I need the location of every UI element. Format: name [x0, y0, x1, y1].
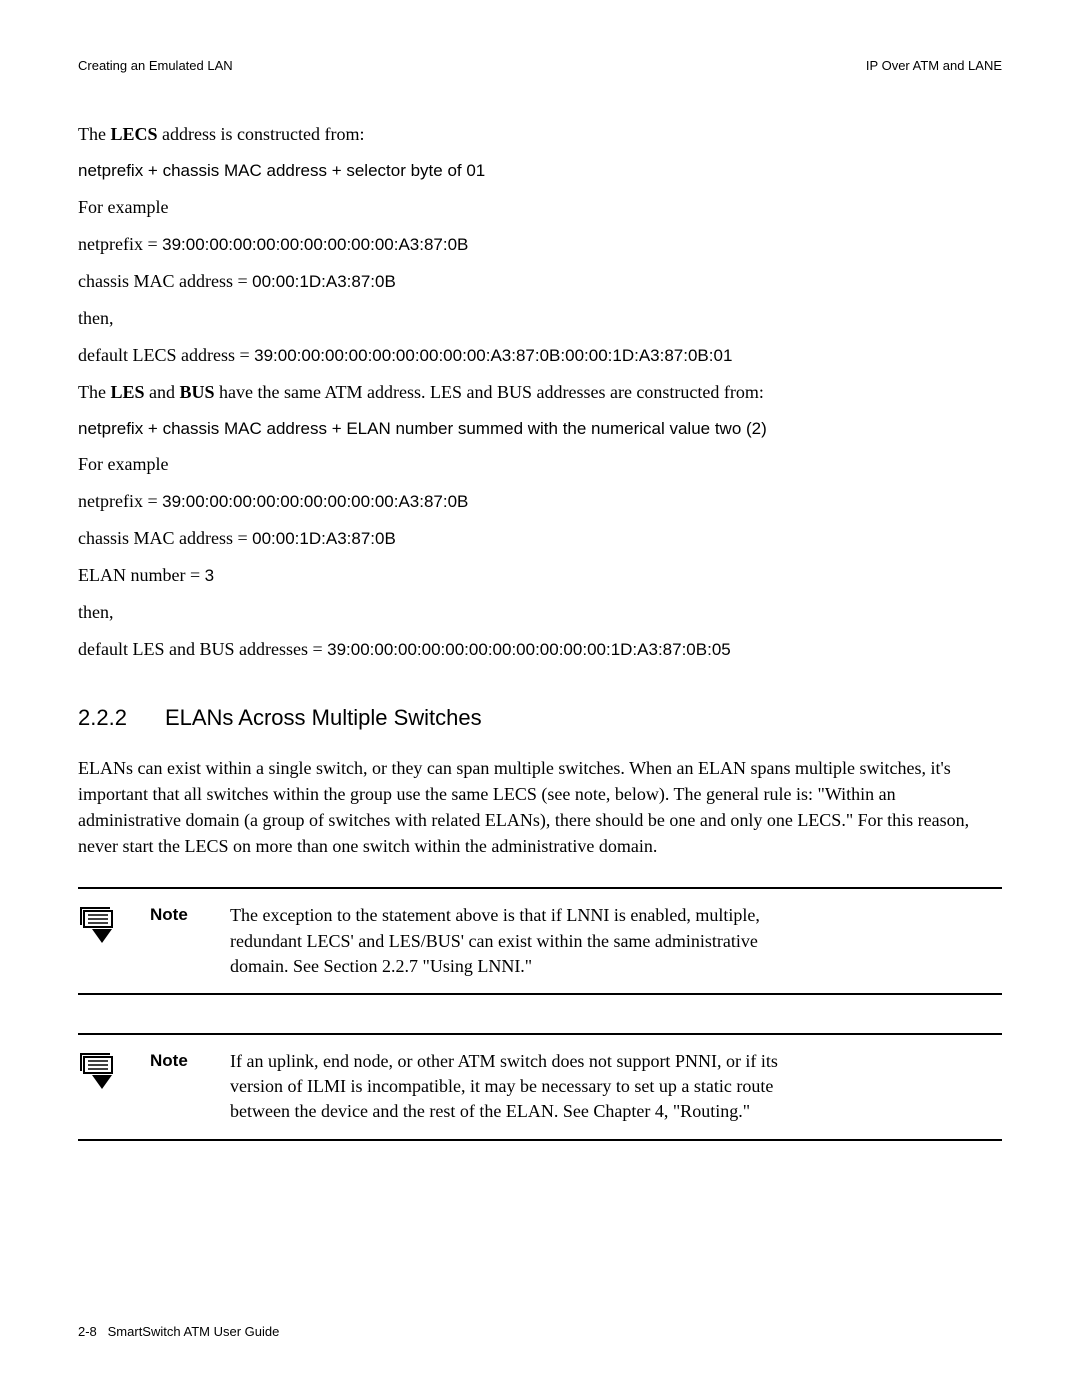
text-fragment: default LECS address =: [78, 345, 254, 365]
section-paragraph: ELANs can exist within a single switch, …: [78, 755, 1002, 859]
text-fragment: chassis MAC address =: [78, 528, 252, 548]
page-footer: 2-8 SmartSwitch ATM User Guide: [78, 1324, 279, 1339]
text-value: 00:00:1D:A3:87:0B: [252, 272, 396, 291]
text-value: 39:00:00:00:00:00:00:00:00:00:A3:87:0B: [162, 235, 468, 254]
text-value: 39:00:00:00:00:00:00:00:00:00:A3:87:0B:0…: [254, 346, 732, 365]
page-header: Creating an Emulated LAN IP Over ATM and…: [78, 58, 1002, 73]
text-bold: BUS: [180, 382, 215, 402]
line-lecs-intro: The LECS address is constructed from:: [78, 121, 1002, 148]
text-fragment: The: [78, 124, 110, 144]
line-elan-number: ELAN number = 3: [78, 562, 1002, 589]
text-value: 3: [205, 566, 214, 585]
line-formula-1: netprefix + chassis MAC address + select…: [78, 158, 1002, 184]
text-fragment: address is constructed from:: [158, 124, 365, 144]
line-default-lecs: default LECS address = 39:00:00:00:00:00…: [78, 342, 1002, 369]
text-fragment: default LES and BUS addresses =: [78, 639, 327, 659]
text-fragment: have the same ATM address. LES and BUS a…: [215, 382, 764, 402]
note-label: Note: [150, 1049, 206, 1071]
line-netprefix-2: netprefix = 39:00:00:00:00:00:00:00:00:0…: [78, 488, 1002, 515]
header-left: Creating an Emulated LAN: [78, 58, 233, 73]
text-value: 39:00:00:00:00:00:00:00:00:00:00:00:1D:A…: [327, 640, 731, 659]
text-fragment: chassis MAC address =: [78, 271, 252, 291]
note-label: Note: [150, 903, 206, 925]
section-number: 2.2.2: [78, 705, 127, 731]
text-fragment: ELAN number =: [78, 565, 205, 585]
note-text-1: The exception to the statement above is …: [230, 903, 790, 979]
line-then-1: then,: [78, 305, 1002, 332]
header-right: IP Over ATM and LANE: [866, 58, 1002, 73]
note-block-2: Note If an uplink, end node, or other AT…: [78, 1033, 1002, 1141]
section-title: ELANs Across Multiple Switches: [165, 705, 482, 731]
text-fragment: netprefix =: [78, 234, 162, 254]
line-les-bus-intro: The LES and BUS have the same ATM addres…: [78, 379, 1002, 406]
text-value: 39:00:00:00:00:00:00:00:00:00:A3:87:0B: [162, 492, 468, 511]
line-netprefix-1: netprefix = 39:00:00:00:00:00:00:00:00:0…: [78, 231, 1002, 258]
text-bold: LES: [110, 382, 144, 402]
line-formula-2: netprefix + chassis MAC address + ELAN n…: [78, 416, 1002, 442]
line-chassis-mac-1: chassis MAC address = 00:00:1D:A3:87:0B: [78, 268, 1002, 295]
text-fragment: netprefix =: [78, 491, 162, 511]
footer-title: SmartSwitch ATM User Guide: [108, 1324, 280, 1339]
note-icon: [78, 903, 126, 950]
text-bold: LECS: [110, 124, 157, 144]
note-block-1: Note The exception to the statement abov…: [78, 887, 1002, 995]
line-default-les-bus: default LES and BUS addresses = 39:00:00…: [78, 636, 1002, 663]
note-icon: [78, 1049, 126, 1096]
line-for-example-1: For example: [78, 194, 1002, 221]
note-text-2: If an uplink, end node, or other ATM swi…: [230, 1049, 790, 1125]
line-chassis-mac-2: chassis MAC address = 00:00:1D:A3:87:0B: [78, 525, 1002, 552]
text-fragment: and: [145, 382, 180, 402]
text-fragment: The: [78, 382, 110, 402]
text-value: 00:00:1D:A3:87:0B: [252, 529, 396, 548]
section-heading: 2.2.2 ELANs Across Multiple Switches: [78, 705, 1002, 731]
footer-page: 2-8: [78, 1324, 97, 1339]
line-for-example-2: For example: [78, 451, 1002, 478]
line-then-2: then,: [78, 599, 1002, 626]
